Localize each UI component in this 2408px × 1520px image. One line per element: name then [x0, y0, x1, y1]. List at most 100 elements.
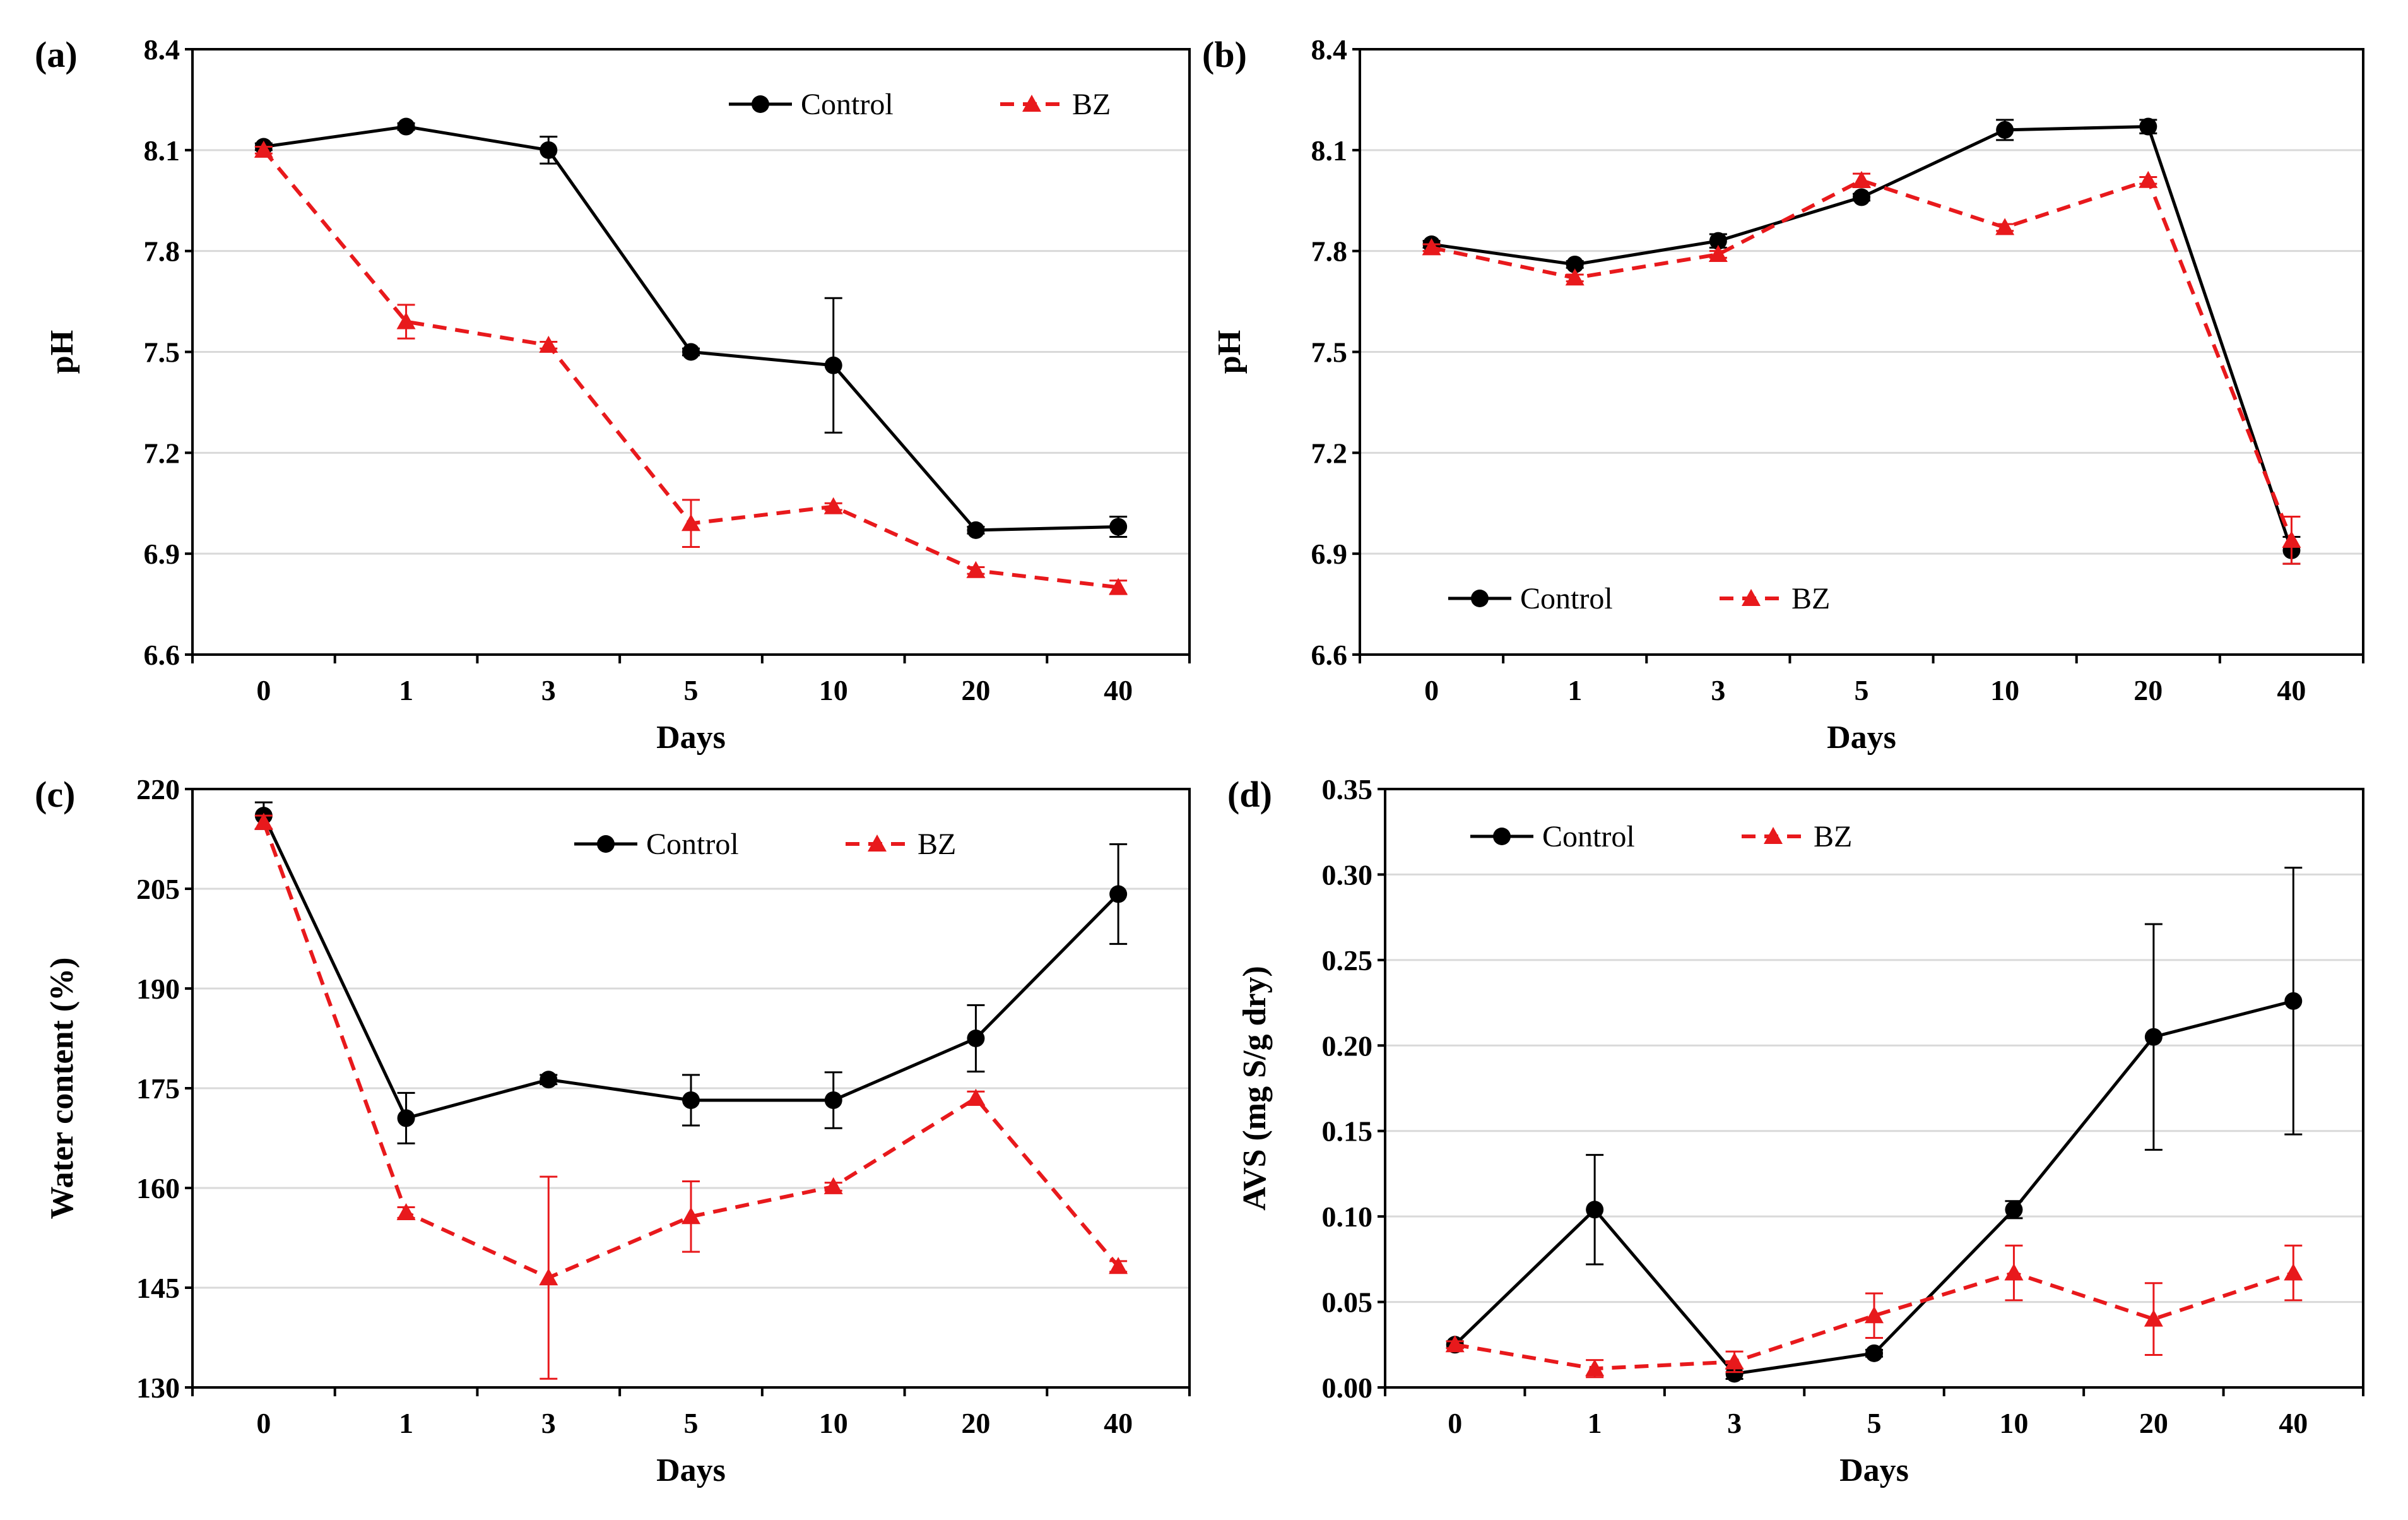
data-point-circle — [540, 1071, 558, 1089]
x-tick-label: 10 — [1990, 674, 2019, 706]
data-point-triangle — [682, 514, 700, 531]
y-tick-label: 7.5 — [144, 336, 180, 369]
data-point-circle — [2005, 1201, 2023, 1219]
y-tick-label: 0.25 — [1322, 944, 1373, 977]
data-point-triangle — [966, 1088, 986, 1106]
data-point-circle — [682, 1091, 700, 1109]
y-axis-title: Water content (%) — [44, 958, 80, 1220]
y-tick-label: 0.15 — [1322, 1115, 1373, 1148]
y-tick-label: 0.10 — [1322, 1201, 1373, 1233]
y-tick-label: 0.20 — [1322, 1030, 1373, 1062]
x-tick-label: 5 — [1855, 674, 1869, 706]
y-tick-label: 145 — [136, 1272, 180, 1304]
y-tick-label: 7.2 — [144, 437, 180, 469]
series-bz — [254, 140, 1128, 595]
data-point-triangle — [396, 1202, 416, 1220]
data-point-triangle — [2139, 170, 2158, 188]
legend-label-control: Control — [646, 828, 739, 861]
data-point-triangle — [966, 561, 986, 578]
x-tick-label: 0 — [256, 1407, 271, 1439]
x-axis-title: Days — [656, 720, 726, 756]
x-tick-label: 10 — [819, 1407, 848, 1439]
x-tick-label: 0 — [1448, 1407, 1462, 1439]
x-tick-label: 5 — [1867, 1407, 1882, 1439]
y-tick-label: 6.9 — [144, 538, 180, 570]
data-point-circle — [824, 356, 842, 374]
panel-label: (a) — [35, 34, 78, 75]
y-tick-label: 6.6 — [144, 639, 180, 671]
y-tick-label: 0.30 — [1322, 858, 1373, 891]
series-bz — [254, 812, 1128, 1380]
y-tick-label: 205 — [136, 873, 180, 905]
x-tick-label: 3 — [1711, 674, 1725, 706]
series-line — [262, 815, 1119, 1120]
x-tick-label: 40 — [1104, 674, 1133, 706]
y-tick-label: 7.5 — [1311, 336, 1348, 369]
x-tick-label: 10 — [1999, 1407, 2028, 1439]
y-tick-label: 0.00 — [1322, 1372, 1373, 1404]
data-point-circle — [540, 141, 558, 159]
data-point-triangle — [2282, 530, 2301, 548]
legend-marker-control — [597, 835, 615, 853]
y-axis-title: pH — [44, 330, 80, 374]
x-tick-label: 20 — [961, 674, 990, 706]
data-point-triangle — [1585, 1359, 1605, 1377]
data-point-circle — [397, 117, 415, 136]
legend-label-bz: BZ — [1814, 820, 1852, 853]
panel-label: (c) — [35, 774, 75, 815]
legend: Control BZ — [1448, 582, 1830, 615]
panel-d: 0.00 0.05 0.10 0.15 0.20 0.25 0.30 0.35 0 1 3 5 10 20… — [1227, 773, 2364, 1488]
panel-b: 6.6 6.9 7.2 7.5 7.8 8.1 8.4 0 1 3 5 10 20 40 Days pH (b)… — [1202, 33, 2364, 756]
data-point-circle — [1709, 232, 1727, 250]
data-point-triangle — [254, 140, 273, 158]
data-point-circle — [824, 1091, 842, 1109]
data-point-circle — [1586, 1201, 1604, 1219]
data-point-circle — [2284, 992, 2303, 1010]
panel-label: (d) — [1227, 774, 1272, 815]
data-point-triangle — [823, 1177, 843, 1194]
x-tick-label: 1 — [399, 1407, 413, 1439]
y-tick-label: 8.1 — [1311, 134, 1348, 167]
series-bz — [1445, 1244, 2303, 1379]
data-point-triangle — [1422, 238, 1441, 256]
x-tick-label: 20 — [2139, 1407, 2168, 1439]
y-tick-label: 6.6 — [1311, 639, 1348, 671]
x-tick-label: 3 — [1727, 1407, 1742, 1439]
data-point-circle — [397, 1109, 415, 1127]
panel-c: 130 145 160 175 190 205 220 0 1 3 5 10 20 40 Days Water… — [35, 773, 1191, 1488]
x-tick-label: 1 — [399, 674, 413, 706]
data-point-circle — [1109, 885, 1128, 903]
x-tick-label: 40 — [1104, 1407, 1133, 1439]
data-point-circle — [2144, 1028, 2163, 1046]
x-axis-title: Days — [656, 1452, 726, 1488]
y-tick-label: 6.9 — [1311, 538, 1348, 570]
data-point-triangle — [2284, 1263, 2303, 1281]
y-tick-label: 130 — [136, 1372, 180, 1404]
data-point-triangle — [1995, 218, 2015, 235]
series-control — [254, 117, 1128, 539]
legend-marker-bz — [1742, 589, 1761, 606]
data-point-circle — [967, 1030, 985, 1047]
legend-label-bz: BZ — [1791, 582, 1830, 615]
x-tick-label: 3 — [541, 1407, 556, 1439]
data-point-triangle — [2004, 1263, 2024, 1281]
y-tick-label: 160 — [136, 1172, 180, 1204]
data-point-circle — [2139, 117, 2157, 136]
data-point-triangle — [1445, 1335, 1465, 1353]
legend-marker-control — [1493, 828, 1511, 845]
x-tick-label: 20 — [961, 1407, 990, 1439]
series-control — [254, 801, 1128, 1144]
legend-label-control: Control — [801, 88, 894, 121]
y-tick-label: 7.8 — [1311, 235, 1348, 268]
series-bz — [1422, 170, 2301, 565]
data-point-triangle — [1725, 1352, 1744, 1370]
legend-marker-bz — [1022, 95, 1041, 112]
data-point-triangle — [2144, 1309, 2163, 1327]
data-point-triangle — [1109, 1257, 1128, 1274]
x-tick-label: 5 — [684, 1407, 699, 1439]
data-point-triangle — [396, 312, 416, 330]
y-tick-label: 175 — [136, 1072, 180, 1105]
x-tick-label: 10 — [819, 674, 848, 706]
y-tick-label: 8.1 — [144, 134, 180, 167]
data-point-triangle — [539, 335, 558, 353]
